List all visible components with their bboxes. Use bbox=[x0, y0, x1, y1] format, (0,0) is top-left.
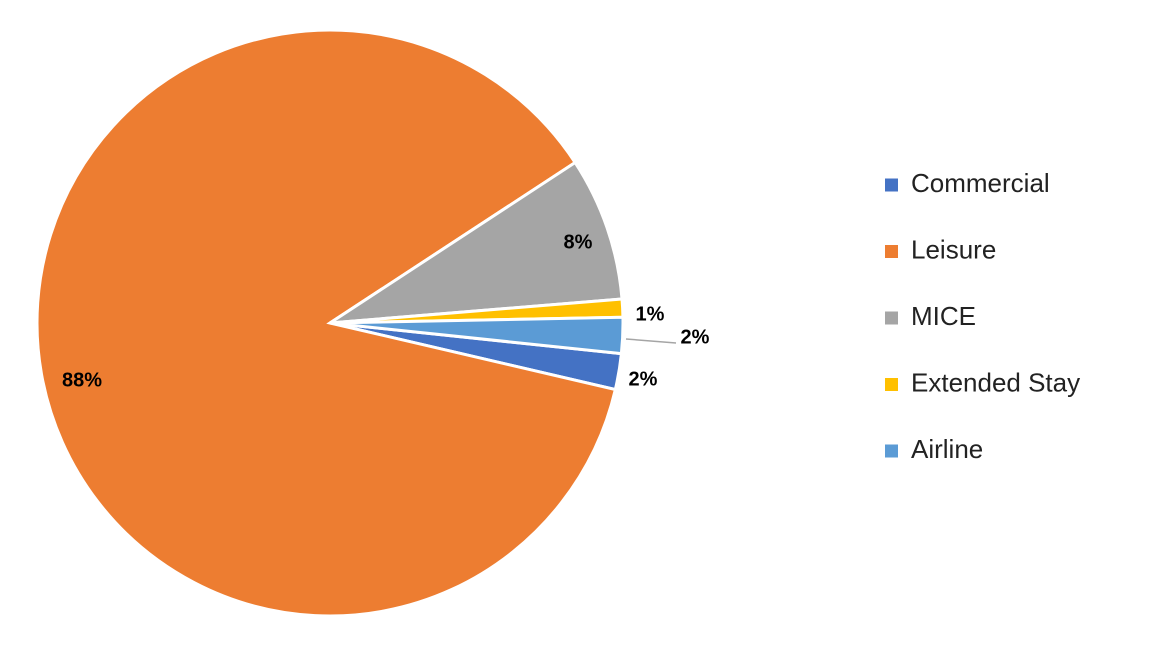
legend-swatch bbox=[885, 444, 898, 458]
data-label: 88% bbox=[62, 369, 102, 391]
legend-label: Airline bbox=[911, 434, 983, 464]
legend-label: Commercial bbox=[911, 168, 1050, 198]
legend-label: Extended Stay bbox=[911, 367, 1080, 397]
pie-slice bbox=[329, 160, 624, 325]
data-label: 2% bbox=[629, 368, 658, 390]
legend-swatch bbox=[885, 311, 898, 325]
data-label: 2% bbox=[681, 326, 710, 348]
legend-label: Leisure bbox=[911, 234, 996, 264]
leader-line bbox=[625, 338, 677, 344]
legend-swatch bbox=[885, 245, 898, 258]
pie-slice bbox=[35, 28, 618, 618]
legend-swatch bbox=[885, 178, 898, 192]
legend-label: MICE bbox=[911, 301, 976, 331]
legend-swatch bbox=[885, 378, 898, 391]
data-label: 8% bbox=[564, 231, 593, 253]
data-label: 1% bbox=[636, 303, 665, 325]
pie-slice bbox=[329, 315, 625, 356]
